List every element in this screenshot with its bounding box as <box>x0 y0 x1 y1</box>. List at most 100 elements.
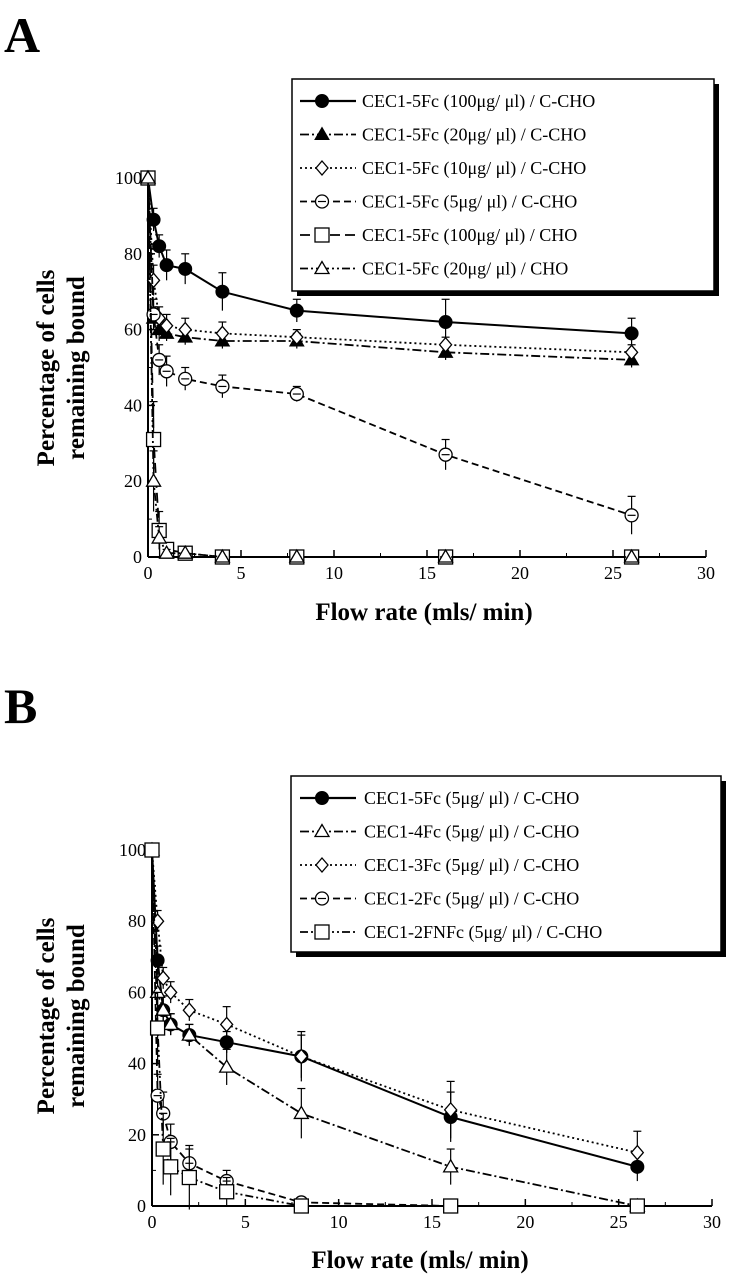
x-tick-label: 30 <box>703 1212 721 1232</box>
data-point <box>177 544 194 559</box>
data-point <box>289 303 304 318</box>
legend-entry: CEC1-3Fc (5μg/ μl) / C-CHO <box>300 855 579 876</box>
y-tick-label: 0 <box>133 547 142 567</box>
y-tick-label: 80 <box>124 244 142 264</box>
data-point <box>219 1016 234 1033</box>
legend-label: CEC1-5Fc (20μg/ μl) / C-CHO <box>362 125 586 146</box>
data-point <box>156 970 171 987</box>
data-point <box>144 842 160 858</box>
panel-letter: B <box>4 678 37 734</box>
y-axis-title-line: Percentage of cells <box>33 917 60 1114</box>
data-point <box>146 307 161 322</box>
legend-marker <box>314 891 330 906</box>
legend-marker <box>315 791 329 805</box>
data-point <box>151 529 168 544</box>
data-point <box>181 1169 197 1186</box>
data-point <box>163 1159 179 1175</box>
legend-label: CEC1-5Fc (20μg/ μl) / CHO <box>362 259 568 280</box>
data-point <box>624 326 639 341</box>
data-point <box>288 548 305 563</box>
y-tick-label: 60 <box>128 982 146 1002</box>
panel-a: A 0 5 10 15 20 25 30 0 20 40 60 80 100 Flow rate (mls/… <box>4 7 719 626</box>
y-tick-label: 20 <box>128 1125 146 1145</box>
x-tick-label: 0 <box>144 563 153 583</box>
legend-marker <box>315 160 329 176</box>
legend-label: CEC1-5Fc (100μg/ μl) / CHO <box>362 225 577 246</box>
data-point <box>214 548 231 563</box>
y-tick-label: 60 <box>124 320 142 340</box>
legend-label: CEC1-2Fc (5μg/ μl) / C-CHO <box>364 889 579 910</box>
x-tick-label: 25 <box>610 1212 628 1232</box>
data-point <box>630 1144 645 1161</box>
legend-marker <box>314 227 330 243</box>
data-point <box>438 336 453 353</box>
legend-entry: CEC1-5Fc (20μg/ μl) / C-CHO <box>300 125 586 146</box>
legend-label: CEC1-2FNFc (5μg/ μl) / C-CHO <box>364 922 602 943</box>
series-1 <box>141 171 639 349</box>
legend-entry: CEC1-5Fc (100μg/ μl) / C-CHO <box>300 91 595 112</box>
data-point <box>293 1198 309 1214</box>
data-point <box>162 1016 179 1031</box>
x-tick-label: 20 <box>516 1212 534 1232</box>
data-point <box>289 386 304 402</box>
x-tick-label: 15 <box>418 563 436 583</box>
series-6 <box>139 169 640 563</box>
legend-entry: CEC1-5Fc (10μg/ μl) / C-CHO <box>300 158 586 179</box>
legend-label: CEC1-5Fc (10μg/ μl) / C-CHO <box>362 158 586 179</box>
data-point <box>155 1141 171 1157</box>
data-point <box>159 258 174 273</box>
x-tick-label: 10 <box>330 1212 348 1232</box>
data-point <box>442 1158 459 1173</box>
data-point <box>163 984 178 1001</box>
legend-marker <box>314 194 330 209</box>
data-point <box>215 379 230 394</box>
legend-marker <box>313 260 331 275</box>
legend: CEC1-5Fc (100μg/ μl) / C-CHO CEC1-5Fc (20… <box>291 78 719 296</box>
y-tick-label: 100 <box>119 840 146 860</box>
data-point <box>145 472 162 487</box>
data-point <box>443 1198 459 1214</box>
legend-label: CEC1-5Fc (100μg/ μl) / C-CHO <box>362 91 595 112</box>
data-point <box>293 1105 310 1120</box>
legend-entry: CEC1-5Fc (20μg/ μl) / CHO <box>300 259 568 280</box>
y-axis-title-line: remaining bound <box>63 924 90 1108</box>
data-point <box>218 1058 235 1073</box>
legend-box <box>290 775 722 953</box>
data-point <box>215 284 230 299</box>
panel-letter: A <box>4 7 40 63</box>
y-tick-label: 40 <box>124 395 142 415</box>
x-tick-label: 30 <box>697 563 715 583</box>
x-tick-label: 20 <box>511 563 529 583</box>
x-axis-title: Flow rate (mls/ min) <box>315 599 532 626</box>
legend: CEC1-5Fc (5μg/ μl) / C-CHO CEC1-4Fc (5μg/… <box>290 775 726 957</box>
legend-box <box>291 78 715 292</box>
legend-label: CEC1-5Fc (5μg/ μl) / C-CHO <box>364 788 579 809</box>
y-tick-label: 0 <box>137 1196 146 1216</box>
data-point <box>215 325 230 342</box>
x-axis-title: Flow rate (mls/ min) <box>311 1247 528 1274</box>
data-point <box>438 315 453 330</box>
data-point <box>624 508 639 523</box>
legend-entry: CEC1-4Fc (5μg/ μl) / C-CHO <box>300 822 579 843</box>
legend-label: CEC1-3Fc (5μg/ μl) / C-CHO <box>364 855 579 876</box>
y-tick-label: 40 <box>128 1054 146 1074</box>
y-tick-label: 20 <box>124 471 142 491</box>
data-point <box>159 364 174 379</box>
legend-entry: CEC1-2FNFc (5μg/ μl) / C-CHO <box>300 922 602 943</box>
legend-label: CEC1-5Fc (5μg/ μl) / C-CHO <box>362 192 577 213</box>
data-point <box>149 1020 166 1036</box>
y-axis-title-line: Percentage of cells <box>33 269 60 466</box>
data-point <box>178 371 193 387</box>
data-point <box>623 548 640 563</box>
x-tick-label: 15 <box>423 1212 441 1232</box>
x-tick-label: 5 <box>237 563 246 583</box>
data-point <box>624 344 639 361</box>
data-point <box>182 1002 197 1019</box>
x-tick-label: 5 <box>241 1212 250 1232</box>
panel-b: B 0 5 10 15 20 25 30 0 20 40 60 80 100 Flow rate (mls/… <box>4 678 726 1274</box>
data-point <box>178 261 193 276</box>
data-point <box>159 317 174 334</box>
x-tick-label: 0 <box>148 1212 157 1232</box>
legend-entry: CEC1-5Fc (5μg/ μl) / C-CHO <box>300 192 577 213</box>
